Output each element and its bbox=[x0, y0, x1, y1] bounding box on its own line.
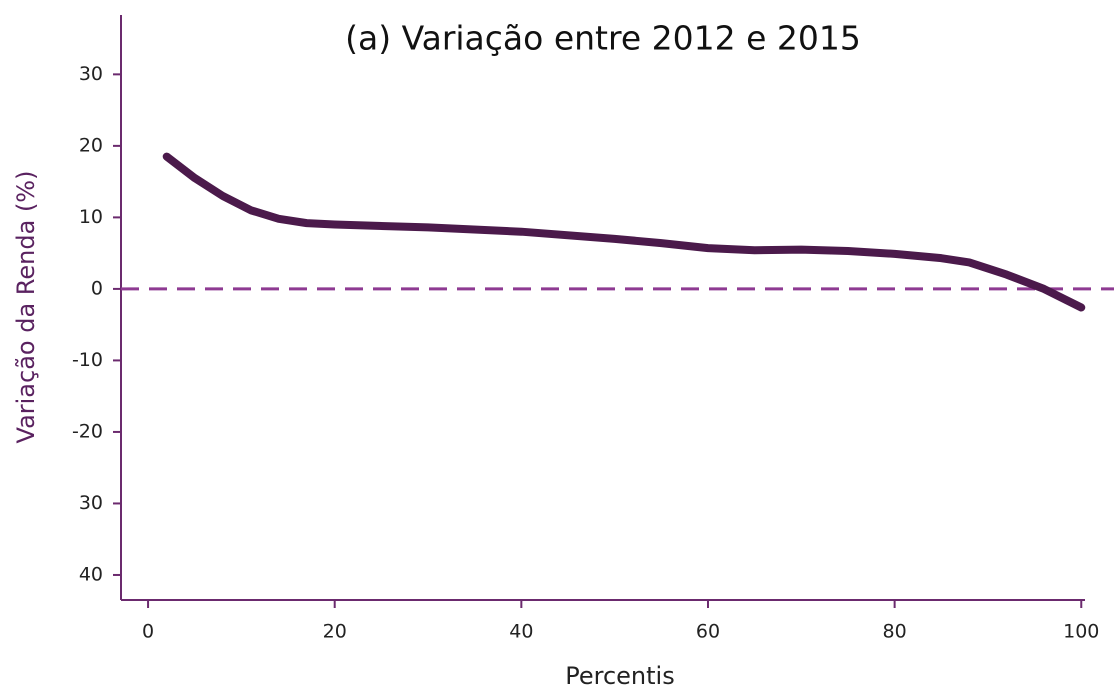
x-tick-label: 80 bbox=[883, 621, 907, 643]
y-tick-label: -20 bbox=[72, 420, 103, 442]
data-line bbox=[162, 152, 1086, 312]
x-axis-label: Percentis bbox=[565, 662, 674, 690]
y-tick-label: 40 bbox=[79, 563, 103, 585]
x-tick-label: 0 bbox=[142, 621, 154, 643]
x-tick-label: 20 bbox=[323, 621, 347, 643]
y-tick-label: 0 bbox=[91, 277, 103, 299]
y-tick-label: 30 bbox=[79, 492, 103, 514]
y-tick-label: 10 bbox=[79, 206, 103, 228]
y-axis-label: Variação da Renda (%) bbox=[12, 171, 40, 444]
x-tick-label: 60 bbox=[696, 621, 720, 643]
x-tick-label: 40 bbox=[509, 621, 533, 643]
y-tick-label: 20 bbox=[79, 134, 103, 156]
chart-title: (a) Variação entre 2012 e 2015 bbox=[345, 19, 861, 58]
x-tick-label: 100 bbox=[1063, 621, 1099, 643]
y-tick-label: 30 bbox=[79, 63, 103, 85]
y-tick-label: -10 bbox=[72, 349, 103, 371]
